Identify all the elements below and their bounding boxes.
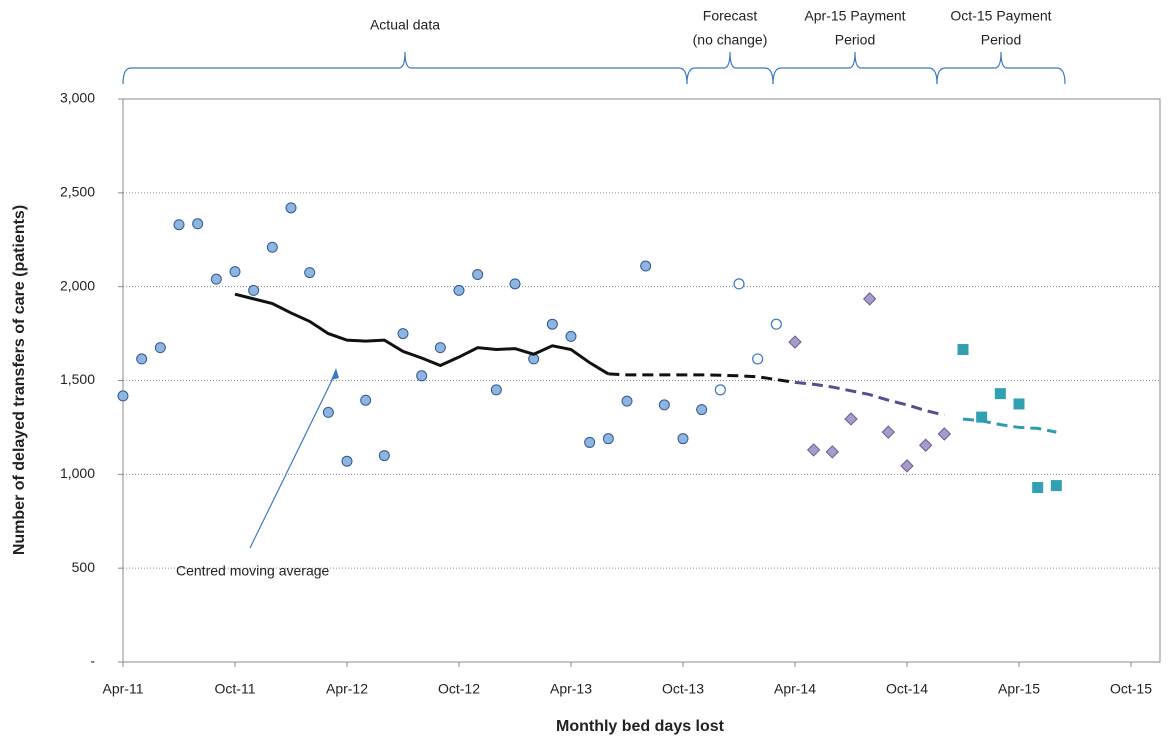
bracket — [686, 51, 774, 85]
data-point — [322, 406, 334, 418]
data-point — [621, 395, 633, 407]
bracket — [122, 51, 688, 85]
diamond-point — [844, 412, 858, 426]
data-point — [248, 284, 260, 296]
annotation-arrowhead — [331, 368, 339, 380]
data-point — [584, 436, 596, 448]
y-tick-label: 1,500 — [60, 371, 95, 387]
annotation-label: Centred moving average — [176, 563, 330, 579]
forecast-point — [733, 278, 745, 290]
bracket-label: Period — [835, 32, 875, 48]
x-tick-label: Apr-14 — [774, 681, 816, 697]
data-point — [378, 450, 390, 462]
diamond-point — [825, 445, 840, 459]
trend-line — [608, 372, 796, 384]
data-point — [640, 260, 652, 272]
data-point — [304, 267, 316, 279]
data-point — [434, 342, 446, 354]
x-tick-label: Apr-15 — [998, 681, 1040, 697]
data-point — [565, 330, 577, 342]
data-point — [509, 278, 521, 290]
data-point — [490, 384, 502, 396]
x-tick-label: Apr-13 — [550, 681, 592, 697]
x-tick-label: Oct-12 — [438, 681, 480, 697]
data-point — [696, 404, 708, 416]
square-point — [1050, 480, 1062, 492]
bracket — [936, 51, 1066, 85]
data-point — [154, 342, 166, 354]
diamond-point — [937, 427, 952, 441]
trend-line — [962, 417, 1057, 434]
x-tick-label: Oct-14 — [886, 681, 928, 697]
y-tick-label: 3,000 — [60, 90, 95, 106]
data-point — [658, 399, 670, 411]
x-tick-label: Oct-11 — [215, 681, 256, 697]
bracket-label: Apr-15 Payment — [804, 8, 905, 24]
y-tick-label: 500 — [72, 559, 96, 575]
data-point — [677, 433, 689, 445]
forecast-point — [770, 318, 782, 330]
trend-line — [794, 380, 945, 417]
square-point — [1013, 398, 1025, 410]
data-point — [360, 394, 372, 406]
forecast-point — [752, 353, 764, 365]
bracket-label: Period — [981, 32, 1021, 48]
data-point — [229, 266, 241, 278]
y-tick-label: 2,000 — [60, 277, 95, 293]
data-point — [397, 328, 409, 340]
diamond-point — [788, 335, 802, 349]
y-tick-label: 1,000 — [60, 465, 95, 481]
diamond-point — [918, 438, 933, 452]
bracket-label: (no change) — [693, 32, 768, 48]
data-point — [136, 353, 148, 365]
data-point — [453, 284, 465, 296]
bracket-label: Forecast — [703, 8, 758, 24]
bracket-label: Oct-15 Payment — [950, 8, 1051, 24]
x-tick-label: Apr-11 — [103, 681, 144, 697]
diamond-point — [900, 459, 914, 473]
bracket — [772, 51, 938, 85]
square-point — [994, 388, 1006, 400]
bracket-label: Actual data — [370, 17, 440, 33]
y-axis-title: Number of delayed transfers of care (pat… — [11, 205, 28, 555]
square-point — [976, 411, 988, 423]
x-tick-label: Oct-13 — [662, 681, 704, 697]
y-tick-label: 2,500 — [60, 184, 95, 200]
data-point — [285, 202, 297, 214]
data-point — [546, 318, 558, 330]
trend-line — [234, 292, 610, 376]
x-tick-label: Oct-15 — [1110, 681, 1152, 697]
data-point — [416, 370, 428, 382]
data-point — [602, 433, 614, 445]
data-point — [173, 219, 185, 231]
square-point — [1032, 481, 1044, 493]
data-point — [472, 268, 484, 280]
forecast-point — [714, 384, 726, 396]
data-point — [210, 273, 222, 285]
data-point — [341, 455, 353, 467]
annotation-arrow — [249, 371, 337, 549]
y-tick-label: - — [90, 653, 95, 669]
data-point — [192, 218, 204, 230]
diamond-point — [881, 425, 896, 439]
x-tick-label: Apr-12 — [326, 681, 368, 697]
diamond-point — [806, 443, 821, 457]
square-point — [957, 344, 969, 356]
data-point — [117, 390, 129, 402]
data-point — [266, 241, 278, 253]
x-axis-title: Monthly bed days lost — [556, 718, 725, 735]
diamond-point — [862, 292, 877, 306]
